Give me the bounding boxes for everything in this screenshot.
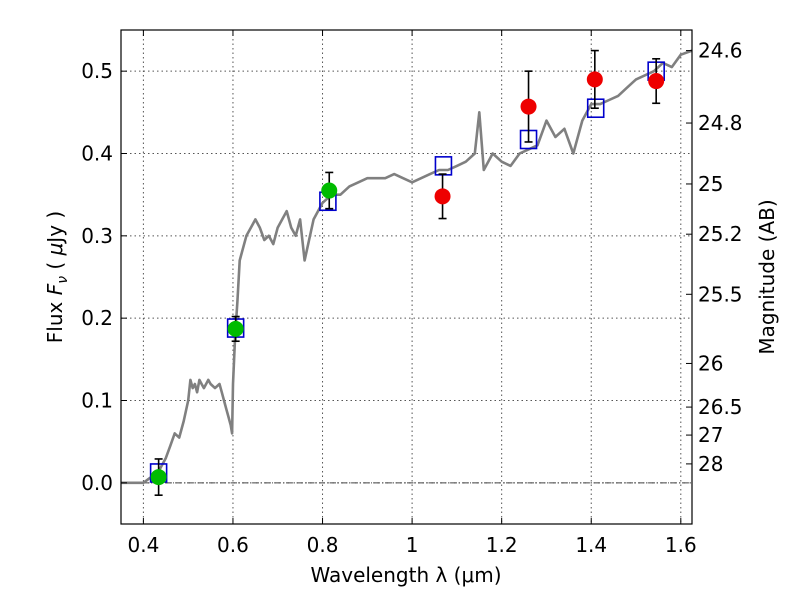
y2-tick-label: 25.5 bbox=[698, 282, 743, 306]
red-observed-point bbox=[520, 98, 537, 115]
y2-tick-label: 28 bbox=[698, 452, 723, 476]
y-axis-label-paren: ( bbox=[43, 255, 67, 276]
x-tick-label: 0.6 bbox=[217, 533, 249, 557]
plot-frame bbox=[120, 29, 693, 525]
green-observed-point bbox=[321, 182, 338, 199]
green-observed-point bbox=[227, 320, 244, 337]
y-tick-label: 0.3 bbox=[81, 224, 113, 248]
y-tick-label: 0.1 bbox=[81, 389, 113, 413]
x-tick-label: 1.6 bbox=[665, 533, 697, 557]
red-observed-point bbox=[434, 188, 451, 205]
x-tick-label: 0.8 bbox=[307, 533, 339, 557]
model-photometry-point bbox=[434, 156, 453, 176]
grid bbox=[121, 30, 692, 524]
y2-axis-label: Magnitude (AB) bbox=[755, 199, 779, 354]
y2-tick-label: 24.6 bbox=[698, 39, 743, 63]
plot-area bbox=[121, 49, 693, 496]
y2-tick-label: 25 bbox=[698, 172, 723, 196]
y-axis-label-mu: μ bbox=[43, 243, 67, 257]
y-axis-label-unit: Jy ) bbox=[43, 211, 67, 245]
y2-tick-label: 24.8 bbox=[698, 111, 743, 135]
x-tick-label: 1.2 bbox=[486, 533, 518, 557]
x-tick-label: 1.4 bbox=[575, 533, 607, 557]
model-spectrum-line bbox=[121, 49, 693, 485]
y2-tick-label: 25.2 bbox=[698, 222, 743, 246]
model-photometry-point bbox=[586, 98, 605, 119]
y-tick-label: 0.5 bbox=[81, 59, 113, 83]
red-observed-point bbox=[586, 71, 603, 88]
y-axis-label-flux: Flux bbox=[43, 295, 67, 343]
y-axis-label: Flux Fν ( μJy ) bbox=[43, 211, 71, 343]
y2-tick-label: 27 bbox=[698, 423, 723, 447]
x-tick-label: 0.4 bbox=[127, 533, 159, 557]
y-tick-label: 0.4 bbox=[81, 142, 113, 166]
y-tick-label: 0.2 bbox=[81, 306, 113, 330]
x-axis-label: Wavelength λ (μm) bbox=[310, 563, 501, 587]
x-tick-label: 1 bbox=[406, 533, 419, 557]
y2-tick-label: 26.5 bbox=[698, 395, 743, 419]
red-observed-point bbox=[648, 73, 665, 90]
y-tick-label: 0.0 bbox=[81, 471, 113, 495]
axes-ticks: 0.4 0.6 0.8 1 1.2 1.4 1.6 0.0 0.1 0.2 0.3 0.4 0.5 24.… bbox=[81, 30, 743, 557]
y-axis-label-nu: ν bbox=[55, 276, 71, 284]
y2-tick-label: 26 bbox=[698, 351, 723, 375]
green-observed-point bbox=[150, 469, 167, 486]
y-axis-label-f: F bbox=[43, 283, 67, 295]
